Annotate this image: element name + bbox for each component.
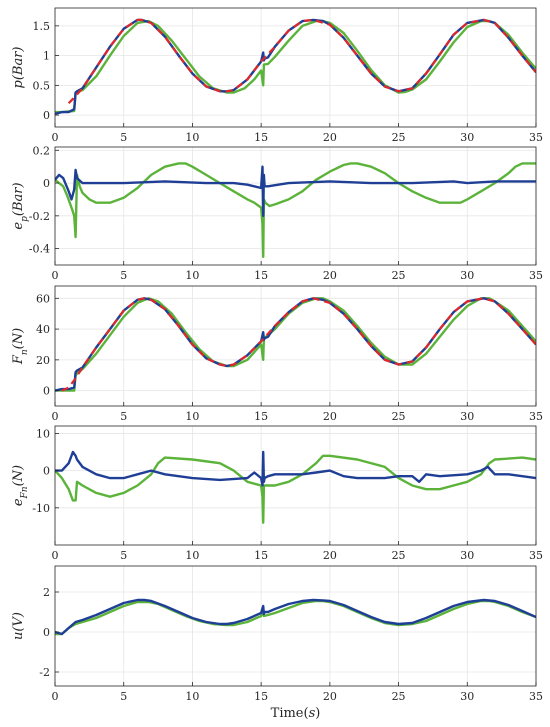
series-line-blue — [55, 598, 536, 636]
series-line-green — [55, 19, 536, 114]
y-tick-label: -2 — [39, 666, 50, 679]
x-tick-label: 5 — [120, 131, 127, 144]
y-tick-label: 1.5 — [33, 20, 51, 33]
axes-frame — [54, 285, 537, 407]
x-tick-label: 10 — [185, 131, 199, 144]
x-tick-label: 35 — [529, 549, 543, 562]
x-tick-label: 30 — [460, 410, 474, 423]
x-tick-label: 30 — [460, 269, 474, 282]
y-tick-label: 0 — [43, 385, 50, 398]
x-tick-label: 30 — [460, 549, 474, 562]
axes-frame — [54, 7, 537, 128]
y-axis-label: eFn(N) — [11, 465, 30, 506]
series-line-red — [67, 18, 536, 104]
plot-area — [55, 147, 536, 265]
x-tick-label: 15 — [254, 410, 268, 423]
series-line-red — [61, 297, 536, 392]
x-tick-label: 15 — [254, 131, 268, 144]
x-tick-label: 30 — [460, 131, 474, 144]
plot-area — [55, 8, 536, 127]
panel-2: 0 5 10 15 20 25 30 35 -0.4 -0.2 0 0.2 ep(Bar) — [11, 144, 543, 282]
y-tick-label: 10 — [36, 427, 50, 440]
x-tick-label: 25 — [392, 269, 406, 282]
y-axis-label: Fn(N) — [11, 328, 30, 365]
axes-frame — [54, 425, 537, 546]
x-tick-label: 0 — [52, 269, 59, 282]
y-tick-label: 1 — [43, 50, 50, 63]
x-tick-label: 0 — [52, 549, 59, 562]
x-tick-label: 15 — [254, 690, 268, 703]
y-axis-label: p(Bar) — [11, 46, 26, 88]
x-tick-label: 20 — [323, 131, 337, 144]
series-line-green — [55, 162, 536, 258]
x-tick-label: 20 — [323, 549, 337, 562]
series-line-green — [55, 599, 536, 636]
x-tick-label: 35 — [529, 131, 543, 144]
x-tick-label: 25 — [392, 690, 406, 703]
x-tick-label: 0 — [52, 131, 59, 144]
x-tick-label: 20 — [323, 410, 337, 423]
x-tick-label: 20 — [323, 690, 337, 703]
x-tick-label: 5 — [120, 269, 127, 282]
x-tick-label: 0 — [52, 410, 59, 423]
y-axis-label: u(V) — [11, 612, 26, 640]
x-tick-label: 35 — [529, 269, 543, 282]
x-tick-label: 30 — [460, 690, 474, 703]
x-tick-label: 10 — [185, 410, 199, 423]
series-line-blue — [55, 450, 536, 487]
y-tick-label: -0.2 — [29, 210, 50, 223]
x-tick-label: 10 — [185, 269, 199, 282]
y-tick-label: 0 — [43, 109, 50, 122]
plot-area — [55, 566, 536, 686]
y-tick-label: 20 — [36, 354, 50, 367]
x-tick-label: 5 — [120, 549, 127, 562]
plot-area — [55, 426, 536, 545]
x-tick-label: 5 — [120, 410, 127, 423]
axes-frame — [54, 565, 537, 687]
y-tick-label: 0 — [43, 626, 50, 639]
y-tick-label: 60 — [36, 292, 50, 305]
y-tick-label: 2 — [43, 586, 50, 599]
x-tick-label: 25 — [392, 131, 406, 144]
y-tick-label: -0.4 — [29, 243, 50, 256]
series-line-blue — [55, 165, 536, 218]
y-tick-label: -10 — [32, 502, 50, 515]
x-tick-label: 15 — [254, 549, 268, 562]
x-tick-label: 0 — [52, 690, 59, 703]
x-tick-label: 10 — [185, 549, 199, 562]
x-tick-label: 5 — [120, 690, 127, 703]
x-tick-label: 35 — [529, 410, 543, 423]
x-tick-label: 10 — [185, 690, 199, 703]
x-tick-label: 25 — [392, 410, 406, 423]
series-line-green — [55, 454, 536, 524]
y-tick-label: 0 — [43, 465, 50, 478]
x-tick-label: 15 — [254, 269, 268, 282]
y-axis-label: ep(Bar) — [11, 182, 30, 229]
y-tick-label: 0.2 — [33, 144, 51, 157]
y-tick-label: 0.5 — [33, 79, 51, 92]
x-tick-label: 20 — [323, 269, 337, 282]
axes-frame — [54, 146, 537, 266]
panel-3: 0 5 10 15 20 25 30 35 0 20 40 60 Fn(N) — [11, 285, 543, 423]
y-tick-label: 0 — [43, 177, 50, 190]
x-tick-label: 35 — [529, 690, 543, 703]
panel-1: 0 5 10 15 20 25 30 35 0 0.5 1 1.5 p(Bar) — [11, 7, 543, 144]
x-tick-label: 25 — [392, 549, 406, 562]
y-tick-label: 40 — [36, 323, 50, 336]
panel-4: 0 5 10 15 20 25 30 35 -10 0 10 eFn(N) — [11, 425, 543, 562]
x-axis-label: Time(s) — [271, 706, 321, 721]
